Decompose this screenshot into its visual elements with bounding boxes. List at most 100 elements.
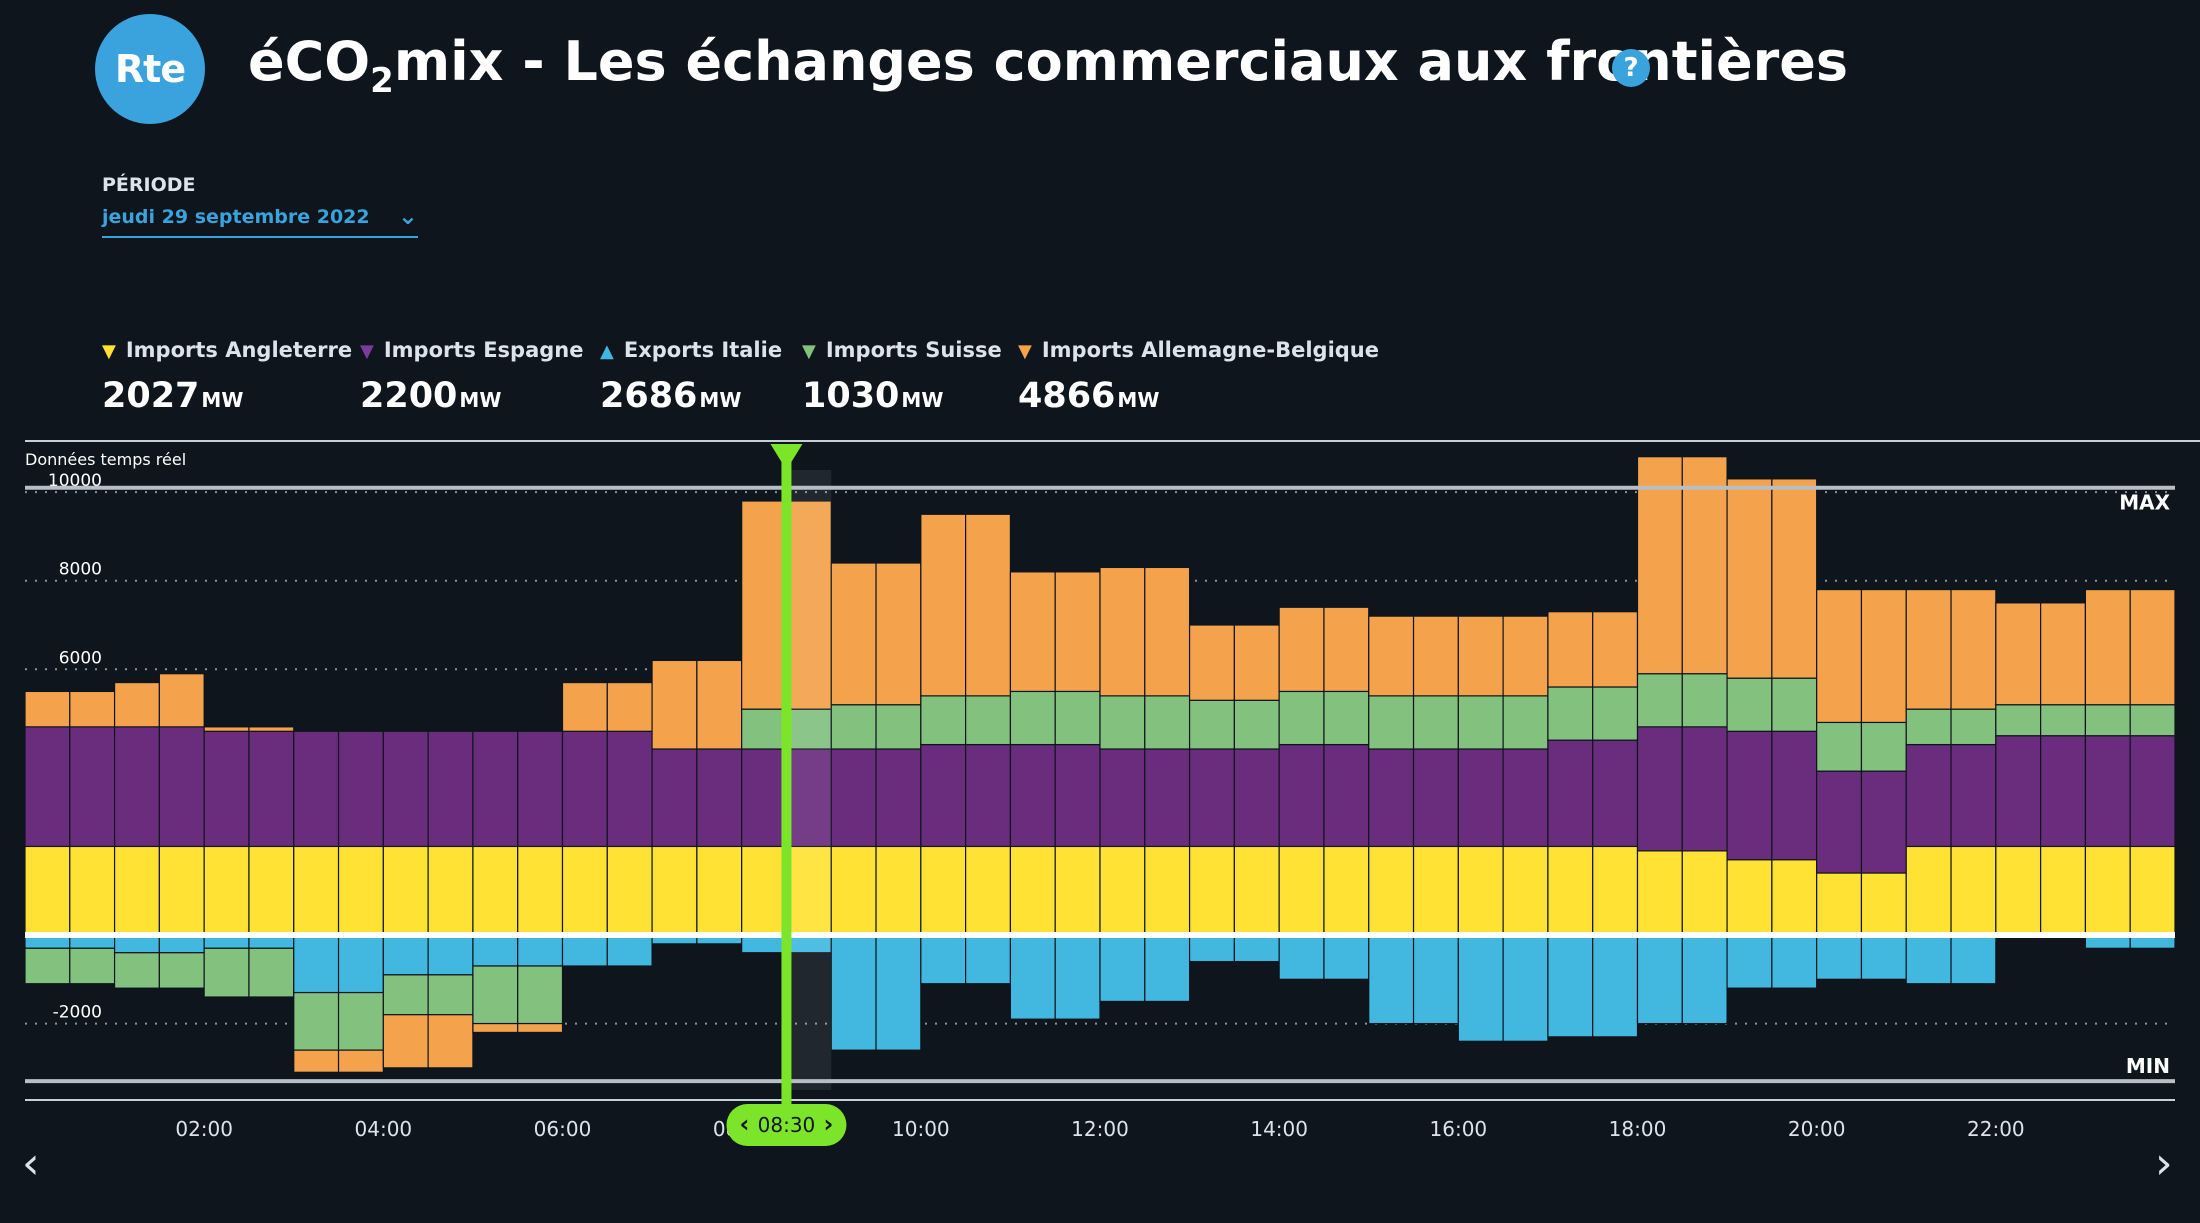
bar-segment [1995,845,2042,936]
chevron-down-icon: ⌄ [397,202,418,230]
chevron-right-icon: › [824,1110,834,1138]
bar-segment [1009,743,1056,848]
next-arrow-icon[interactable]: › [2155,1138,2173,1189]
bar-segment [1771,677,1818,732]
bar-segment [158,726,205,848]
bar-segment [1860,721,1907,772]
bar-segment [1592,845,1639,936]
bar-segment [1592,739,1639,848]
bar-segment [472,965,519,1025]
bar-segment [1771,478,1818,679]
bar-segment [1860,770,1907,874]
bar-segment [1502,695,1549,750]
bar-segment [1188,748,1235,848]
page-title: éCO2mix - Les échanges commerciaux aux f… [248,30,1849,101]
triangle-up-icon: ▲ [600,341,614,362]
legend-item: ▼ Imports Angleterre 2027 MW [102,338,352,418]
bar-segment [741,845,788,936]
bar-segment [1233,934,1280,963]
bar-segment [1726,677,1773,732]
bar-segment [1905,588,1952,710]
triangle-down-icon: ▼ [360,341,374,362]
bar-segment [203,845,250,936]
logo-text: Rte [114,47,186,91]
time-cursor-handle [770,444,803,470]
bar-segment [1905,743,1952,848]
bar-segment [2084,588,2131,706]
bar-segment [1233,845,1280,936]
bar-segment [113,952,160,989]
bar-segment [1860,588,1907,724]
bar-segment [1950,588,1997,710]
bar-segment [1233,748,1280,848]
bar-segment [1054,743,1101,848]
bar-segment [1368,845,1415,936]
bar-segment [113,845,160,936]
bar-segment [1636,934,1683,1025]
bar-segment [651,748,698,848]
bar-segment [2040,845,2087,936]
bar-segment [696,845,743,936]
bar-segment [875,748,922,848]
bar-segment [382,934,429,976]
help-icon[interactable]: ? [1612,49,1650,87]
bar-segment [382,974,429,1016]
period-value: jeudi 29 septembre 2022 [102,206,370,228]
bar-segment [1592,611,1639,688]
bar-segment [113,726,160,848]
bar-segment [1681,934,1728,1025]
legend-item: ▼ Imports Espagne 2200 MW [360,338,583,418]
x-tick-label: 18:00 [1609,1117,1667,1141]
bar-segment [606,934,653,967]
bar-segment [1592,934,1639,1038]
bar-segment [1592,686,1639,741]
bar-segment [1816,872,1863,936]
bar-segment [1099,845,1146,936]
bar-segment [1816,934,1863,980]
bar-segment [1502,748,1549,848]
bar-segment [1636,850,1683,936]
bar-segment [1995,735,2042,848]
bar-segment [158,952,205,989]
bar-segment [517,965,564,1025]
x-tick-label: 22:00 [1967,1117,2025,1141]
bar-segment [1457,748,1504,848]
x-tick-label: 10:00 [892,1117,950,1141]
bar-segment [785,748,832,848]
bar-segment [1278,743,1325,848]
bar-segment [696,659,743,750]
period-select[interactable]: jeudi 29 septembre 2022 ⌄ [102,202,418,238]
bar-segment [2040,602,2087,706]
bar-segment [293,934,340,994]
bar-segment [785,708,832,750]
bar-segment [1412,695,1459,750]
time-cursor-pill[interactable] [726,1104,847,1146]
bar-segment [1009,845,1056,936]
bar-segment [1368,695,1415,750]
bar-segment [248,947,295,998]
time-cursor-label: 08:30 [758,1113,816,1137]
bar-segment [337,845,384,936]
bar-segment [1099,566,1146,697]
bar-segment [561,845,608,936]
bar-segment [1054,571,1101,693]
bar-segment [1726,478,1773,679]
bar-segment [1412,845,1459,936]
prev-arrow-icon[interactable]: ‹ [22,1138,40,1189]
bar-segment [337,991,384,1051]
bar-segment [1412,748,1459,848]
bar-segment [1547,845,1594,936]
bar-segment [293,730,340,848]
legend-value: 2027 MW [102,376,244,416]
x-tick-label: 14:00 [1250,1117,1308,1141]
bar-segment [741,748,788,848]
bar-segment [293,1049,340,1073]
realtime-label: Données temps réel [25,450,187,469]
bar-segment [337,934,384,994]
y-tick-label: 6000 [59,648,102,668]
y-tick-label: -2000 [53,1003,102,1023]
bar-segment [1323,934,1370,980]
bar-segment [427,730,474,848]
legend-item: ▲ Exports Italie 2686 MW [600,338,782,418]
